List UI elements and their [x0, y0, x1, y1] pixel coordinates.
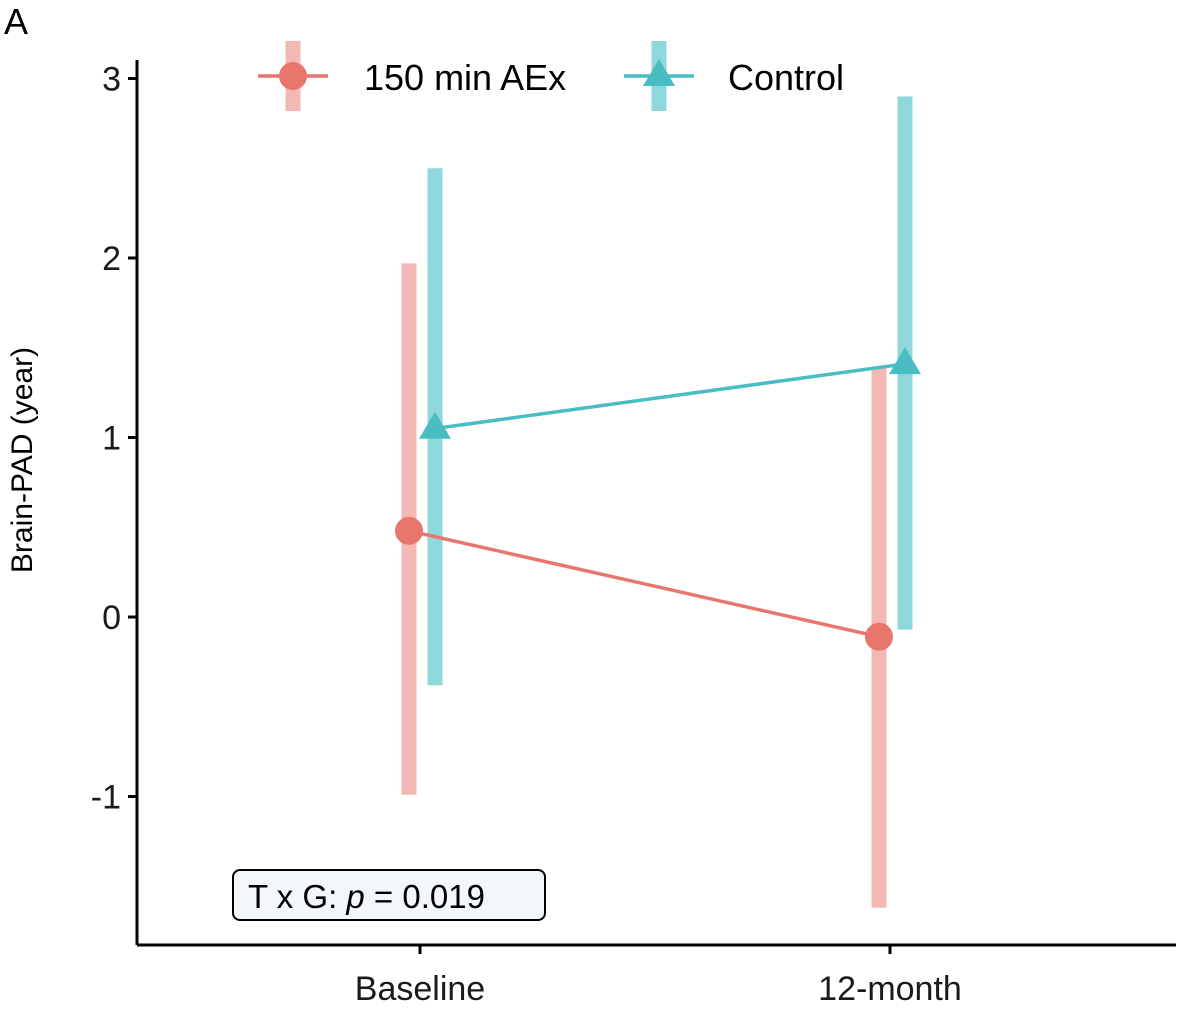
- y-tick-label: -1: [91, 779, 121, 817]
- y-tick-label: 0: [102, 599, 121, 637]
- legend-control-triangle-marker: [643, 59, 675, 86]
- annotation-frame: [232, 869, 546, 921]
- annotation-box: T x G: p = 0.019: [232, 869, 546, 921]
- panel-label: A: [4, 1, 28, 42]
- legend: 150 min AEx Control: [258, 41, 844, 111]
- y-ticks: -1 0 1 2 3: [91, 61, 137, 817]
- point-control-1: [889, 347, 921, 375]
- y-tick-label: 3: [102, 61, 121, 99]
- legend-aex-circle-marker: [279, 62, 307, 90]
- x-tick-label: 12-month: [818, 970, 962, 1008]
- y-axis-title: Brain-PAD (year): [6, 347, 39, 573]
- y-tick-label: 2: [102, 240, 121, 278]
- annotation-value: = 0.019: [365, 878, 485, 915]
- errorbars: [401, 96, 913, 908]
- annotation-p-symbol: p: [345, 878, 364, 915]
- axes: [135, 60, 1176, 947]
- line-control: [434, 362, 906, 431]
- point-aex-0: [395, 516, 423, 545]
- legend-control-label: Control: [728, 57, 844, 98]
- annotation-prefix: T x G:: [248, 878, 346, 915]
- line-aex: [408, 529, 880, 639]
- series-lines: [408, 362, 906, 639]
- point-aex-1: [865, 622, 893, 651]
- x-tick-label: Baseline: [355, 970, 485, 1008]
- markers: [395, 347, 921, 651]
- annotation-text: T x G: p = 0.019: [248, 878, 485, 915]
- legend-aex-label: 150 min AEx: [364, 57, 566, 98]
- point-control-0: [419, 411, 451, 439]
- x-ticks: Baseline 12-month: [355, 945, 962, 1008]
- y-tick-label: 1: [102, 420, 121, 458]
